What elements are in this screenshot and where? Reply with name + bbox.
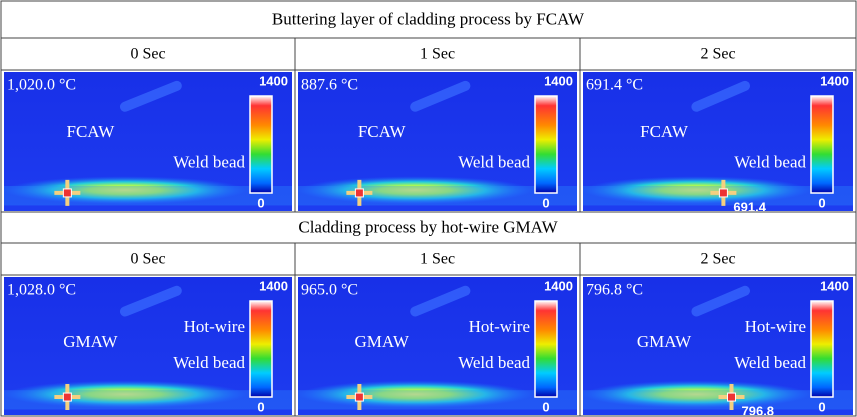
color-bar <box>811 301 833 397</box>
color-bar <box>811 96 833 193</box>
temperature: 887.6 °C <box>301 77 358 94</box>
figure: Buttering layer of cladding process by F… <box>0 0 857 417</box>
image-label: Weld bead <box>734 353 806 372</box>
image-label: GMAW <box>355 332 410 351</box>
marker-reading: 796.8 <box>742 403 775 417</box>
scale-min: 0 <box>818 195 825 210</box>
crosshair-center <box>63 189 71 197</box>
scale-min: 0 <box>257 399 264 414</box>
scale-max: 1400 <box>259 73 288 88</box>
color-bar <box>535 301 557 397</box>
section-title: Buttering layer of cladding process by F… <box>272 9 585 28</box>
color-bar <box>535 96 557 193</box>
image-label: FCAW <box>358 122 407 141</box>
scale-max: 1400 <box>820 278 849 293</box>
color-bar <box>250 301 272 397</box>
temperature: 965.0 °C <box>301 282 358 299</box>
image-label: Weld bead <box>458 153 530 172</box>
image-label: GMAW <box>63 332 118 351</box>
time-label: 1 Sec <box>420 46 455 63</box>
crosshair-center <box>63 393 71 401</box>
crosshair-center <box>355 189 363 197</box>
time-label: 2 Sec <box>700 46 735 63</box>
heat-strip <box>4 186 292 205</box>
image-label: FCAW <box>640 122 689 141</box>
time-label: 0 Sec <box>130 46 165 63</box>
image-label: Hot-wire <box>184 317 245 336</box>
temperature: 691.4 °C <box>586 77 643 94</box>
section-title: Cladding process by hot-wire GMAW <box>298 217 558 236</box>
crosshair-center <box>719 189 727 197</box>
scale-max: 1400 <box>259 278 288 293</box>
heat-strip <box>4 390 292 409</box>
scale-max: 1400 <box>544 278 573 293</box>
image-label: Weld bead <box>458 353 530 372</box>
scale-max: 1400 <box>544 73 573 88</box>
crosshair-center <box>355 393 363 401</box>
image-label: Hot-wire <box>745 317 806 336</box>
scale-max: 1400 <box>820 73 849 88</box>
scale-min: 0 <box>542 195 549 210</box>
scale-min: 0 <box>818 399 825 414</box>
image-label: Hot-wire <box>469 317 530 336</box>
temperature: 796.8 °C <box>586 282 643 299</box>
time-label: 1 Sec <box>420 251 455 268</box>
image-label: Weld bead <box>173 353 245 372</box>
color-bar <box>250 96 272 193</box>
temperature: 1,020.0 °C <box>7 77 76 94</box>
crosshair-center <box>728 393 736 401</box>
image-label: GMAW <box>637 332 692 351</box>
time-label: 0 Sec <box>130 251 165 268</box>
time-label: 2 Sec <box>700 251 735 268</box>
scale-min: 0 <box>257 195 264 210</box>
image-label: FCAW <box>67 122 116 141</box>
scale-min: 0 <box>542 399 549 414</box>
image-label: Weld bead <box>734 153 806 172</box>
temperature: 1,028.0 °C <box>7 282 76 299</box>
image-label: Weld bead <box>173 153 245 172</box>
